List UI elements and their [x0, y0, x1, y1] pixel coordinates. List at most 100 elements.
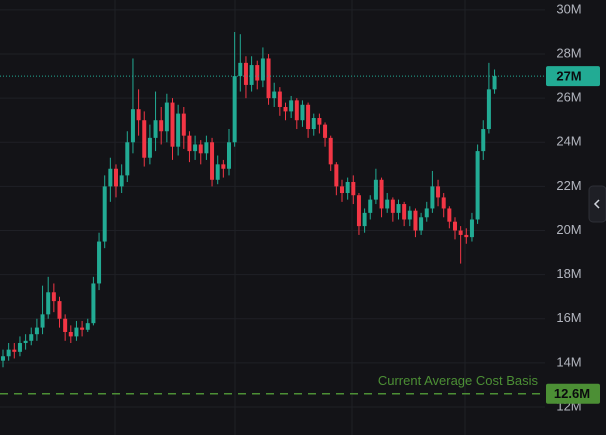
candle-body: [306, 104, 311, 130]
candle-body: [300, 104, 305, 121]
candle-body: [51, 292, 56, 302]
candle-body: [373, 179, 378, 200]
candle-body: [1, 356, 5, 361]
candle-body: [34, 327, 39, 335]
candle-body: [119, 175, 124, 187]
candle-body: [147, 137, 152, 158]
candle-body: [68, 331, 73, 337]
candle-body: [57, 301, 62, 319]
candle-body: [164, 102, 169, 132]
y-tick-label: 20M: [556, 222, 581, 237]
candle-body: [198, 144, 203, 154]
y-tick-label: 28M: [556, 45, 581, 60]
y-tick-label: 26M: [556, 90, 581, 105]
candle-body: [413, 210, 418, 231]
candle-body: [193, 144, 198, 152]
candle-body: [283, 106, 288, 112]
candle-body: [91, 283, 96, 324]
candle-body: [238, 62, 243, 77]
candle-body: [475, 151, 480, 220]
candle-body: [210, 142, 215, 180]
candle-body: [294, 100, 299, 121]
candle-body: [63, 318, 68, 332]
candle-body: [486, 89, 491, 130]
candle-body: [29, 334, 34, 341]
price-label-box: [546, 66, 600, 87]
candle-body: [74, 327, 79, 337]
candle-body: [142, 120, 147, 158]
candle-body: [17, 343, 22, 352]
candle-body: [362, 212, 367, 227]
candle-body: [317, 118, 322, 125]
candle-body: [221, 164, 226, 169]
candle-body: [23, 340, 28, 344]
candle-body: [153, 120, 158, 138]
candle-body: [356, 195, 361, 227]
candle-body: [328, 137, 333, 165]
candle-body: [436, 186, 441, 198]
candle-body: [215, 164, 220, 180]
candle-body: [249, 65, 254, 85]
candle-body: [130, 109, 135, 143]
cost-basis-label: 12.6M: [554, 386, 590, 401]
candle-body: [447, 208, 452, 222]
candle-body: [334, 164, 339, 187]
y-tick-label: 22M: [556, 178, 581, 193]
collapse-button[interactable]: [588, 185, 606, 223]
candle-body: [187, 135, 192, 152]
candle-body: [97, 241, 102, 284]
candle-body: [176, 113, 181, 147]
candle-body: [430, 186, 435, 209]
candle-body: [402, 204, 407, 220]
candle-body: [424, 208, 429, 218]
candle-body: [351, 181, 356, 196]
candle-body: [12, 349, 17, 352]
candle-body: [108, 168, 113, 187]
candle-body: [277, 91, 282, 107]
y-tick-label: 18M: [556, 266, 581, 281]
candle-body: [464, 234, 469, 238]
candle-body: [204, 142, 209, 154]
candle-body: [390, 199, 395, 213]
y-tick-label: 14M: [556, 354, 581, 369]
candle-body: [345, 181, 350, 194]
y-tick-label: 24M: [556, 134, 581, 149]
candle-body: [368, 199, 373, 213]
candle-body: [481, 129, 486, 152]
candle-body: [85, 323, 90, 330]
cost-basis-box: [546, 383, 600, 404]
candle-body: [458, 230, 463, 235]
candle-body: [46, 292, 51, 315]
candle-body: [6, 349, 11, 357]
candle-body: [266, 58, 271, 99]
y-tick-label: 16M: [556, 310, 581, 325]
candle-body: [227, 142, 231, 169]
candle-body: [181, 113, 186, 136]
cost-basis-text: Current Average Cost Basis: [378, 373, 539, 388]
candle-body: [289, 100, 294, 112]
candle-body: [255, 65, 260, 81]
candle-body: [396, 204, 401, 213]
candle-body: [379, 179, 384, 209]
candle-body: [492, 76, 497, 90]
candle-body: [170, 102, 175, 147]
candle-body: [80, 327, 85, 330]
y-tick-label: 30M: [556, 1, 581, 16]
candle-body: [419, 217, 424, 231]
candle-body: [272, 91, 277, 99]
candle-body: [232, 76, 237, 143]
candle-body: [159, 120, 164, 132]
candle-body: [102, 186, 107, 242]
price-label: 27M: [556, 69, 581, 84]
candle-body: [311, 118, 316, 130]
candle-body: [136, 109, 141, 121]
candle-body: [114, 168, 118, 187]
candle-body: [340, 186, 344, 194]
candle-body: [323, 124, 328, 138]
candle-body: [441, 197, 446, 209]
candle-body: [125, 142, 130, 176]
